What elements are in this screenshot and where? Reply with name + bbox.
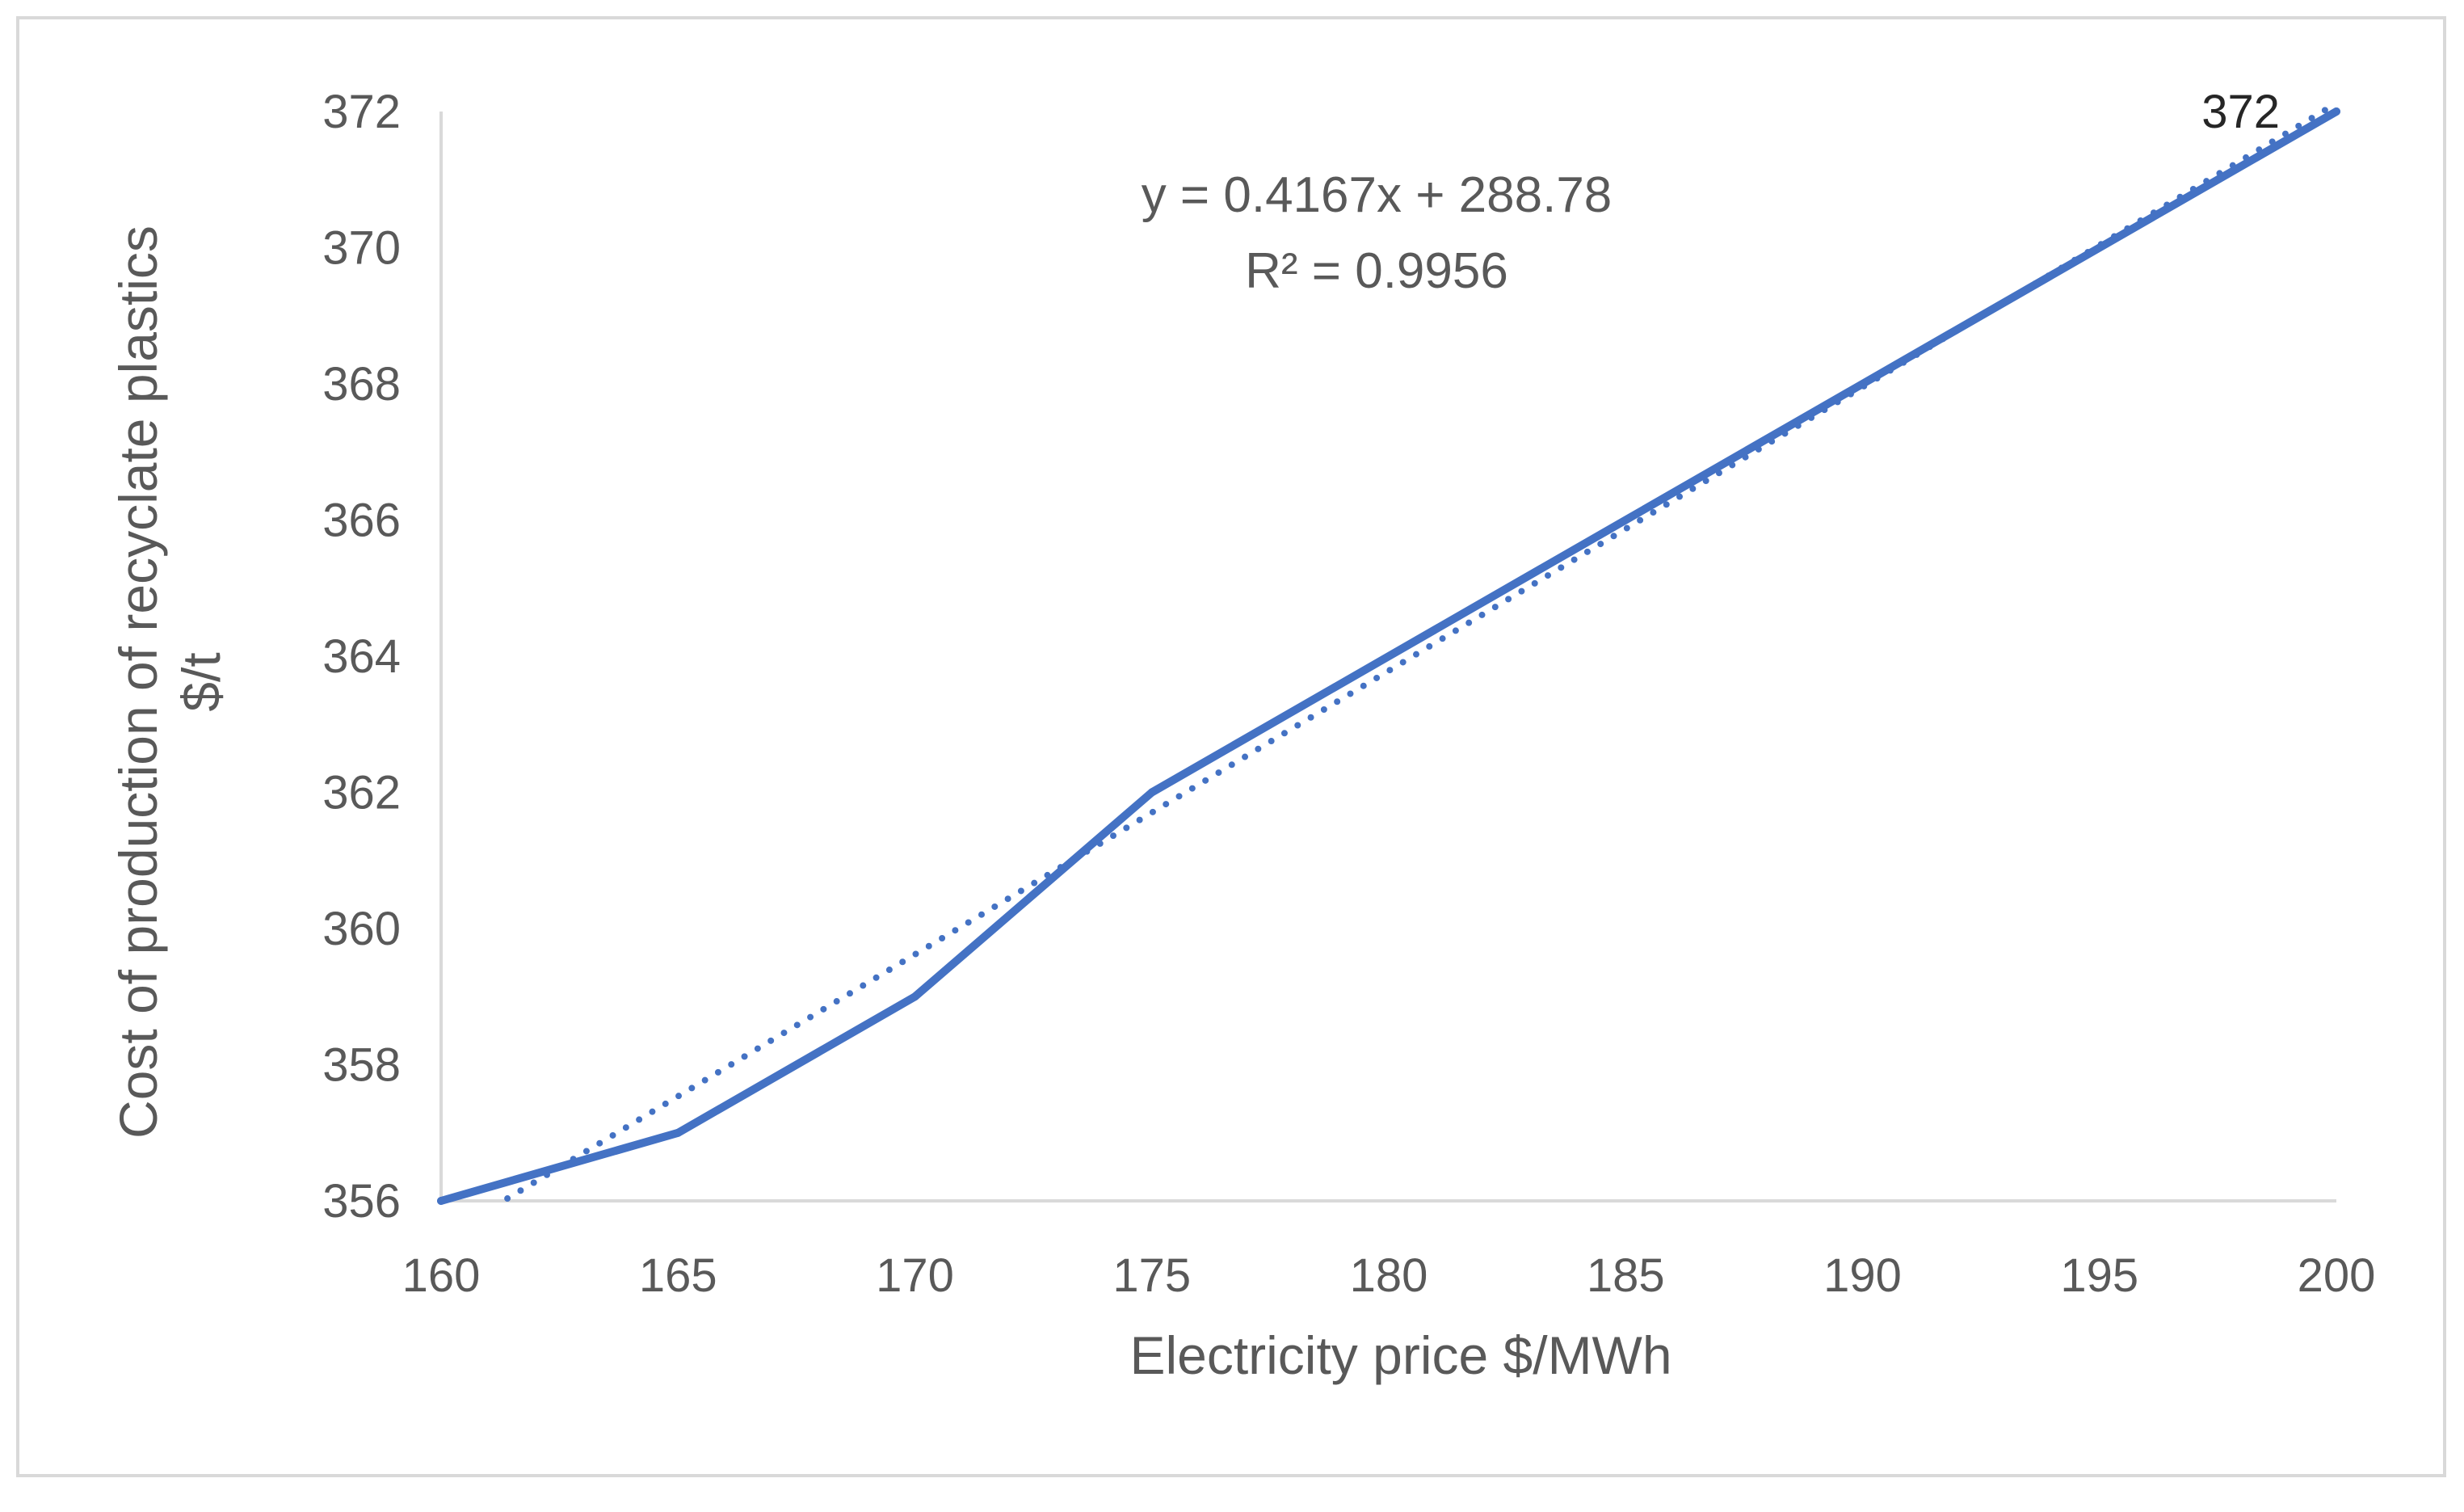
data-label: 372 <box>2201 86 2280 138</box>
data-point <box>2332 107 2340 116</box>
x-tick-label: 200 <box>2298 1249 2376 1302</box>
y-tick-label: 356 <box>322 1175 401 1228</box>
trendline-group <box>504 99 2340 1202</box>
trendline <box>504 99 2340 1202</box>
series-group <box>437 107 2340 1205</box>
x-tick-label: 185 <box>1587 1249 1665 1302</box>
data-point <box>1147 788 1156 797</box>
chart-area: 356 358 360 362 364 366 368 370 372 160 165 170 175… <box>16 16 2446 1477</box>
data-point <box>437 1197 445 1205</box>
axes <box>439 112 2336 1202</box>
y-tick-label: 366 <box>322 495 401 547</box>
x-tick-label: 180 <box>1350 1249 1428 1302</box>
trendline-r-squared: R² = 0.9956 <box>1245 243 1508 299</box>
y-tick-label: 372 <box>322 86 401 138</box>
y-axis-title-line-1: Cost of production of recyclate plastics <box>108 225 168 1139</box>
y-tick-label: 360 <box>322 903 401 955</box>
data-point <box>674 1128 683 1137</box>
x-tick-label: 160 <box>402 1249 481 1302</box>
data-labels: 372 <box>2201 86 2280 138</box>
y-tick-labels: 356 358 360 362 364 366 368 370 372 <box>322 86 401 1228</box>
line-chart: 356 358 360 362 364 366 368 370 372 160 165 170 175… <box>108 86 2376 1385</box>
x-axis-title: Electricity price $/MWh <box>1129 1325 1671 1385</box>
trendline-equation: y = 0.4167x + 288.78 <box>1142 167 1613 223</box>
y-tick-label: 358 <box>322 1039 401 1092</box>
x-tick-label: 165 <box>639 1249 717 1302</box>
y-tick-label: 370 <box>322 222 401 275</box>
x-tick-label: 170 <box>876 1249 954 1302</box>
x-tick-labels: 160 165 170 175 180 185 190 195 200 <box>402 1249 2376 1302</box>
x-tick-label: 195 <box>2060 1249 2138 1302</box>
y-tick-label: 362 <box>322 767 401 819</box>
y-tick-label: 368 <box>322 358 401 411</box>
data-point <box>910 992 919 1001</box>
y-axis-title-line-2: $/t <box>171 652 231 711</box>
y-tick-label: 364 <box>322 630 401 683</box>
x-tick-label: 175 <box>1112 1249 1191 1302</box>
x-tick-label: 190 <box>1823 1249 1902 1302</box>
